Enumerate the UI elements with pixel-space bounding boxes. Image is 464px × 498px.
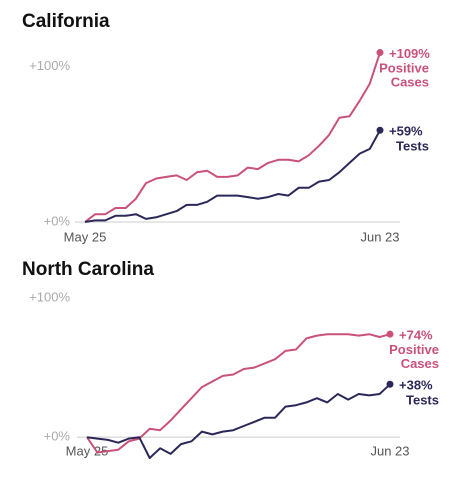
series-name: Tests — [396, 139, 429, 154]
series-name-line: Positive — [389, 343, 439, 358]
end-value-label: +74% — [399, 328, 433, 343]
x-tick-label: Jun 23 — [370, 443, 409, 458]
chart-title: North Carolina — [22, 259, 154, 280]
series-name-line: Tests — [396, 139, 429, 154]
x-tick-label: Jun 23 — [360, 229, 399, 244]
series-name-line: Cases — [401, 357, 439, 372]
x-tick-label: May 25 — [64, 229, 107, 244]
series-line — [86, 333, 391, 454]
series-line — [84, 129, 381, 223]
end-value-label: +109% — [389, 46, 430, 61]
x-tick-label: May 25 — [66, 443, 109, 458]
chart-title: California — [22, 11, 110, 32]
series-name: Positive Cases — [379, 61, 429, 90]
y-tick-label: +100% — [29, 58, 70, 73]
series-line — [86, 383, 391, 459]
y-tick-label: +0% — [44, 429, 71, 444]
series-name: Tests — [406, 393, 439, 408]
y-tick-label: +100% — [29, 289, 70, 304]
end-point — [376, 49, 384, 57]
series-name-line: Tests — [406, 393, 439, 408]
series-name-line: Cases — [391, 75, 429, 90]
y-tick-label: +0% — [44, 213, 71, 228]
series-name: Positive Cases — [389, 343, 439, 372]
end-point — [386, 330, 394, 338]
series-line — [84, 52, 381, 223]
end-point — [376, 126, 384, 134]
series-name-line: Positive — [379, 61, 429, 76]
end-value-label: +59% — [389, 124, 423, 139]
end-value-label: +38% — [399, 378, 433, 393]
end-point — [386, 380, 394, 388]
